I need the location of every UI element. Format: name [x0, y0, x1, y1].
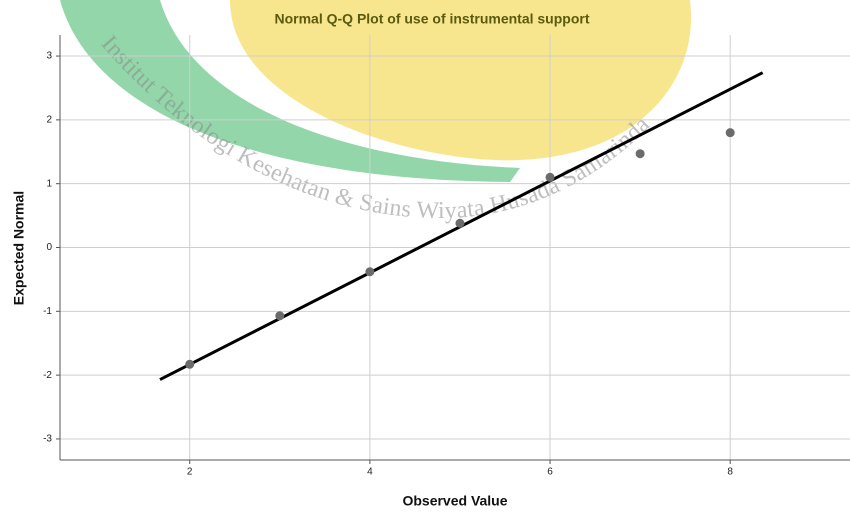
x-tick-label: 2	[187, 467, 193, 478]
x-tick-label: 4	[367, 467, 373, 478]
point	[275, 311, 285, 321]
chart-title: Normal Q-Q Plot of use of instrumental s…	[274, 11, 589, 27]
x-tick-label: 6	[547, 467, 553, 478]
y-axis-label: Expected Normal	[11, 191, 27, 305]
y-tick-label: -1	[43, 306, 52, 317]
y-tick-label: 0	[46, 242, 52, 253]
y-tick-label: 3	[46, 51, 52, 62]
y-tick-label: 2	[46, 115, 52, 126]
y-tick-label: 1	[46, 178, 52, 189]
x-tick-label: 8	[727, 467, 733, 478]
point	[725, 128, 735, 138]
point	[455, 218, 465, 228]
point	[545, 172, 555, 182]
point	[635, 149, 645, 159]
watermark-logo-green	[60, 0, 520, 182]
x-axis-label: Observed Value	[402, 493, 507, 509]
point	[185, 359, 195, 369]
y-tick-label: -3	[43, 434, 52, 445]
point	[365, 267, 375, 277]
y-tick-label: -2	[43, 370, 52, 381]
